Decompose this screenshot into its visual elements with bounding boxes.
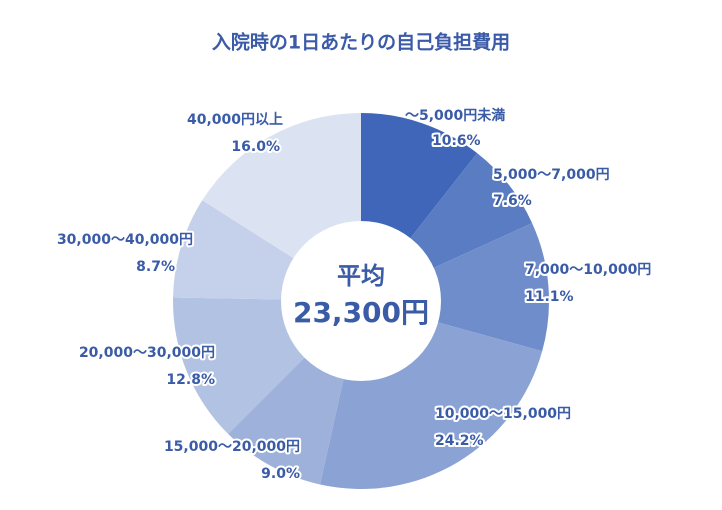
slice-label: 7,000～10,000円 <box>525 262 651 278</box>
slice <box>361 223 549 352</box>
slice-label: 5,000～7,000円 <box>493 167 610 183</box>
value-label: 16.0% <box>231 139 280 155</box>
slice-label: 15,000～20,000円 <box>164 439 300 455</box>
slice-label: 40,000円以上 <box>187 112 283 128</box>
value-label: 10.6% <box>432 133 481 149</box>
value-label: 8.7% <box>136 259 175 275</box>
value-label: 9.0% <box>261 466 300 482</box>
center-value: 23,300円 <box>293 296 429 329</box>
value-label: 12.8% <box>166 372 215 388</box>
chart-title: 入院時の1日あたりの自己負担費用 <box>212 31 510 54</box>
center-label: 平均 <box>337 262 385 290</box>
slice-label: 30,000～40,000円 <box>57 232 193 248</box>
value-label: 7.6% <box>493 193 532 209</box>
slice-label: 10,000～15,000円 <box>435 406 571 422</box>
slice-label: 20,000～30,000円 <box>79 345 215 361</box>
slice-label: ～5,000円未満 <box>405 107 505 124</box>
value-label: 11.1% <box>525 289 574 305</box>
donut-hole <box>281 221 441 381</box>
value-label: 24.2% <box>435 433 484 449</box>
